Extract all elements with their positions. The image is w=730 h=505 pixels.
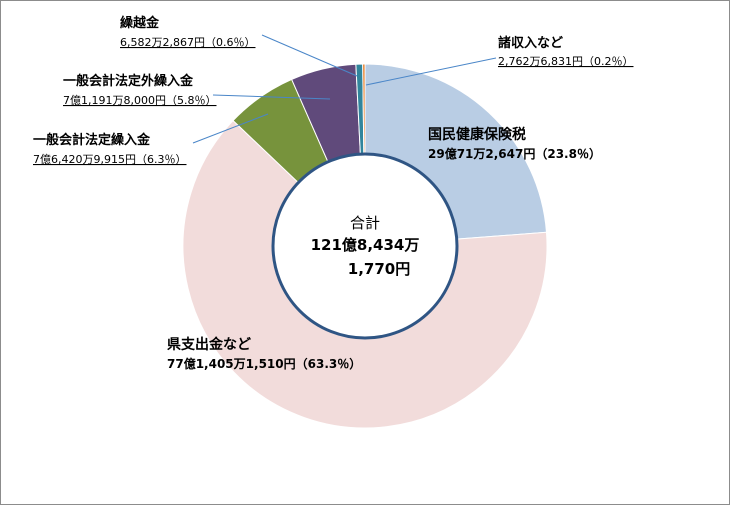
data-label-name-kurikoshi: 繰越金 bbox=[120, 15, 160, 31]
data-label-name-kokuho: 国民健康保険税 bbox=[428, 126, 526, 143]
leader-line-hoteigai bbox=[212, 94, 331, 100]
data-label-value-hoteigai: 7億1,191万8,000円（5.8％） bbox=[63, 94, 216, 107]
data-label-value-hotei: 7億6,420万9,915円（6.3％） bbox=[33, 153, 186, 166]
data-label-value-shoshunyu: 2,762万6,831円（0.2％） bbox=[498, 55, 633, 68]
data-label-value-kokuho: 29億71万2,647円（23.8％） bbox=[428, 146, 601, 161]
total-label: 合計 bbox=[350, 214, 380, 232]
leader-lines bbox=[192, 34, 497, 144]
leader-line-shoshunyu bbox=[365, 57, 497, 86]
data-label-value-kurikoshi: 6,582万2,867円（0.6％） bbox=[120, 36, 255, 49]
data-label-value-kenshishutsu: 77億1,405万1,510円（63.3％） bbox=[167, 356, 361, 371]
total-amount-line1: 121億8,434万 bbox=[311, 236, 420, 254]
data-label-name-hoteigai: 一般会計法定外繰入金 bbox=[63, 73, 194, 89]
data-label-name-shoshunyu: 諸収入など bbox=[498, 35, 563, 51]
total-amount-line2: 1,770円 bbox=[348, 260, 410, 278]
leader-line-hotei bbox=[192, 113, 269, 144]
data-label-name-hotei: 一般会計法定繰入金 bbox=[33, 132, 151, 148]
data-label-name-kenshishutsu: 県支出金など bbox=[167, 336, 251, 353]
center-hole bbox=[271, 152, 459, 340]
leader-line-kurikoshi bbox=[261, 34, 358, 77]
